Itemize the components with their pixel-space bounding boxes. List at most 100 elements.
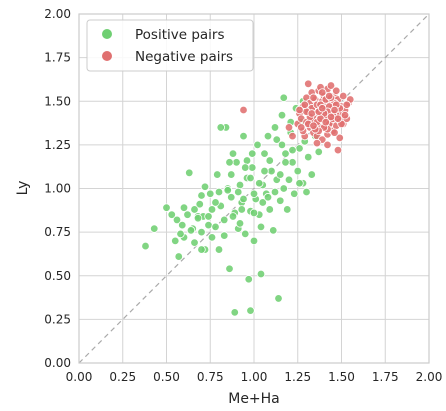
data-point: [253, 140, 262, 150]
data-point: [174, 252, 183, 261]
data-point: [235, 219, 245, 228]
data-point: [270, 123, 280, 132]
data-point: [234, 187, 243, 197]
data-point: [342, 100, 351, 109]
data-point: [216, 123, 225, 132]
data-point: [263, 131, 273, 141]
data-point: [190, 205, 199, 214]
y-tick-label: 1.50: [44, 94, 71, 108]
data-point: [241, 229, 250, 239]
data-point: [325, 91, 334, 101]
x-axis-label: Me+Ha: [228, 391, 280, 407]
data-point: [242, 156, 252, 165]
data-point: [332, 86, 341, 95]
data-point: [244, 275, 253, 284]
data-point: [179, 203, 189, 212]
data-point: [162, 203, 171, 212]
data-point: [246, 306, 255, 315]
y-tick-label: 0.25: [44, 312, 71, 326]
data-point: [223, 186, 232, 195]
x-tick-label: 1.50: [328, 370, 355, 384]
y-tick-label: 1.75: [44, 51, 71, 65]
data-point: [323, 140, 332, 150]
data-point: [293, 166, 302, 176]
y-tick-label: 2.00: [44, 7, 71, 21]
data-point: [186, 226, 196, 235]
data-point: [214, 245, 224, 254]
data-point: [290, 189, 299, 198]
data-point: [178, 220, 187, 230]
identity-diagonal: [78, 13, 430, 364]
data-point: [230, 308, 239, 317]
data-point: [237, 205, 246, 214]
y-tick-label: 0.75: [44, 225, 71, 239]
y-tick-label: 0.00: [44, 356, 71, 370]
data-point: [190, 238, 199, 247]
plot-frame: [78, 13, 430, 364]
data-point: [249, 189, 259, 198]
legend-marker-negative: [102, 51, 112, 61]
data-point: [249, 208, 259, 218]
data-point: [340, 111, 350, 120]
data-point: [333, 145, 343, 155]
data-point: [263, 193, 273, 202]
x-tick-label: 2.00: [416, 370, 443, 384]
data-point: [297, 123, 306, 132]
data-point: [141, 241, 150, 251]
x-tick-label: 1.75: [372, 370, 399, 384]
data-point: [318, 88, 327, 97]
data-point: [295, 105, 304, 115]
data-point: [274, 294, 283, 303]
data-point: [227, 170, 236, 179]
data-point: [288, 158, 297, 167]
data-point: [281, 149, 290, 158]
x-tick-label: 0.25: [109, 370, 136, 384]
legend-marker-positive: [102, 29, 112, 39]
data-point: [167, 210, 176, 219]
y-tick-labels: 0.00 0.25 0.50 0.75 1.00 1.25 1.50 1.75 2.00: [44, 7, 71, 370]
data-points: [141, 79, 355, 317]
data-point: [207, 205, 217, 214]
data-point: [326, 81, 336, 90]
x-tick-label: 1.00: [241, 370, 268, 384]
data-point: [281, 158, 290, 167]
data-point: [248, 163, 257, 172]
data-point: [172, 215, 182, 225]
data-point: [211, 198, 220, 207]
legend-label-negative: Negative pairs: [135, 49, 233, 65]
data-point: [277, 111, 287, 120]
data-point: [185, 168, 194, 177]
y-axis-label: Ly: [15, 181, 31, 196]
data-point: [304, 79, 313, 88]
data-point: [246, 173, 255, 183]
y-tick-label: 1.00: [44, 182, 71, 196]
data-point: [318, 104, 327, 113]
data-point: [207, 233, 217, 242]
data-point: [227, 193, 236, 202]
data-point: [220, 215, 229, 225]
data-point: [260, 166, 269, 176]
data-point: [200, 182, 210, 191]
data-point: [235, 180, 245, 190]
data-point: [276, 196, 285, 205]
data-point: [197, 245, 206, 254]
legend-box: [86, 19, 254, 72]
x-tick-label: 0.75: [197, 370, 224, 384]
legend: Positive pairs Negative pairs: [86, 19, 254, 72]
data-point: [283, 205, 292, 214]
x-tick-label: 1.25: [284, 370, 311, 384]
data-point: [295, 144, 304, 153]
data-point: [270, 187, 280, 197]
data-point: [171, 236, 180, 246]
data-point: [197, 191, 206, 200]
data-point: [220, 231, 229, 240]
data-point: [204, 220, 213, 230]
data-point: [225, 158, 234, 167]
data-point: [272, 135, 281, 144]
data-point: [300, 100, 309, 109]
data-point: [265, 205, 274, 214]
data-point: [239, 194, 248, 204]
data-point: [228, 212, 238, 221]
data-point: [284, 175, 294, 184]
